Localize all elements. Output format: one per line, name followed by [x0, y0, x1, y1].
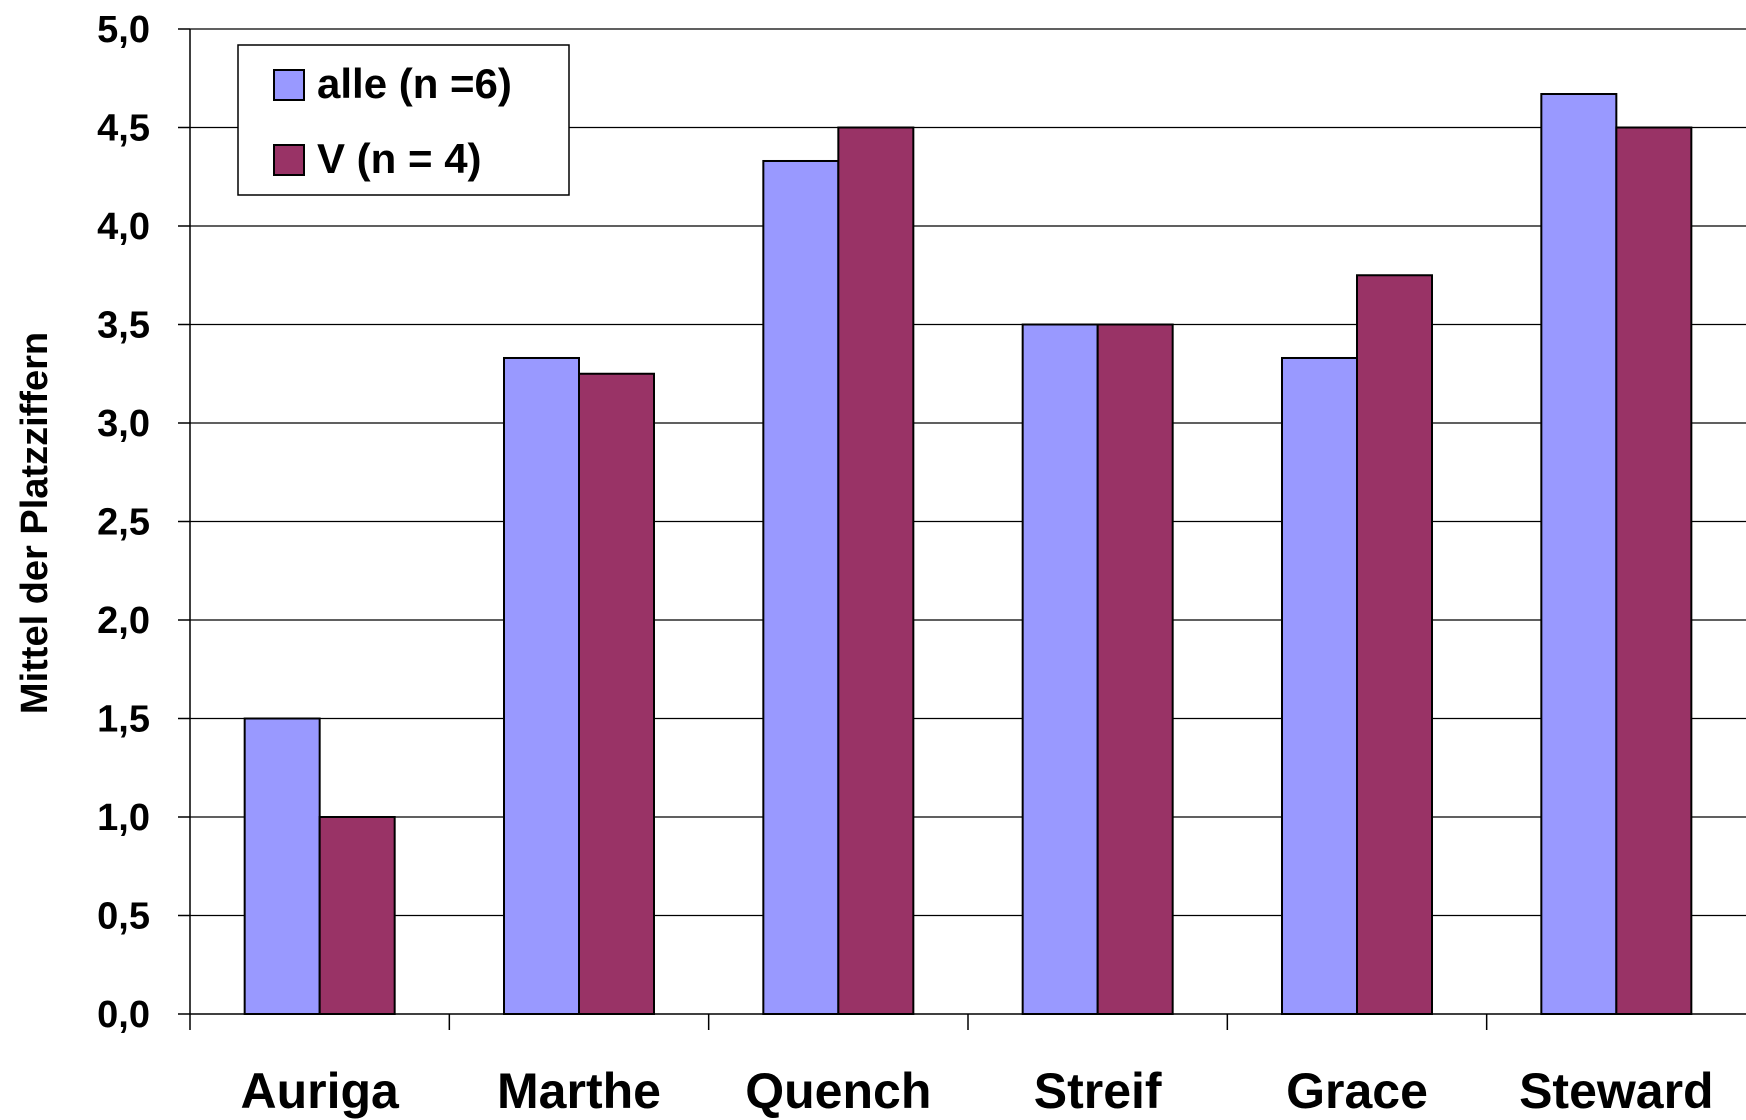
x-tick-label: Streif	[1034, 1063, 1162, 1119]
x-tick-labels: Auriga Marthe Quench Streif Grace Steward	[240, 1063, 1713, 1119]
legend-label: alle (n =6)	[317, 60, 512, 107]
y-tick-label: 5,0	[97, 9, 150, 51]
y-axis-label: Mittel der Platzziffern	[14, 332, 56, 714]
bar-marthe-series-2	[578, 372, 655, 1015]
x-tick-label: Auriga	[240, 1063, 400, 1119]
bar-auriga-series-2	[318, 816, 396, 1015]
bar-quench-series-1	[762, 159, 840, 1016]
bar-quench-series-2	[837, 126, 915, 1015]
y-tick-label: 1,5	[97, 699, 150, 741]
bar-marthe-series-1	[503, 356, 580, 1015]
bar-auriga-series-1	[243, 717, 321, 1015]
x-tick-label: Quench	[745, 1063, 931, 1119]
x-tick-label: Grace	[1286, 1063, 1428, 1119]
y-tick-label: 4,5	[97, 108, 150, 150]
legend: alle (n =6) V (n = 4)	[237, 44, 570, 196]
bar-streif-series-2	[1096, 323, 1174, 1015]
y-tick-label: 3,0	[97, 403, 150, 445]
x-tick-label: Steward	[1519, 1063, 1714, 1119]
y-tick-label: 0,0	[97, 994, 150, 1036]
legend-swatch	[273, 69, 305, 101]
y-tick-label: 2,0	[97, 600, 150, 642]
bar-grace-series-2	[1356, 274, 1433, 1015]
y-tick-label: 2,5	[97, 502, 150, 544]
legend-label: V (n = 4)	[317, 135, 482, 182]
bar-steward-series-1	[1540, 93, 1618, 1015]
axes	[178, 28, 1746, 1030]
y-tick-label: 1,0	[97, 797, 150, 839]
bar-steward-series-2	[1615, 126, 1693, 1015]
y-tick-label: 4,0	[97, 206, 150, 248]
y-tick-label: 0,5	[97, 896, 150, 938]
y-tick-labels: 0,0 0,5 1,0 1,5 2,0 2,5 3,0 3,5 4,0 4,5 5,0	[97, 9, 150, 1036]
legend-swatch	[273, 144, 305, 176]
gridlines	[190, 28, 1746, 917]
bar-grace-series-1	[1281, 356, 1358, 1015]
bar-streif-series-1	[1021, 323, 1099, 1015]
x-tick-label: Marthe	[497, 1063, 661, 1119]
bars	[243, 93, 1693, 1016]
y-tick-label: 3,5	[97, 305, 150, 347]
